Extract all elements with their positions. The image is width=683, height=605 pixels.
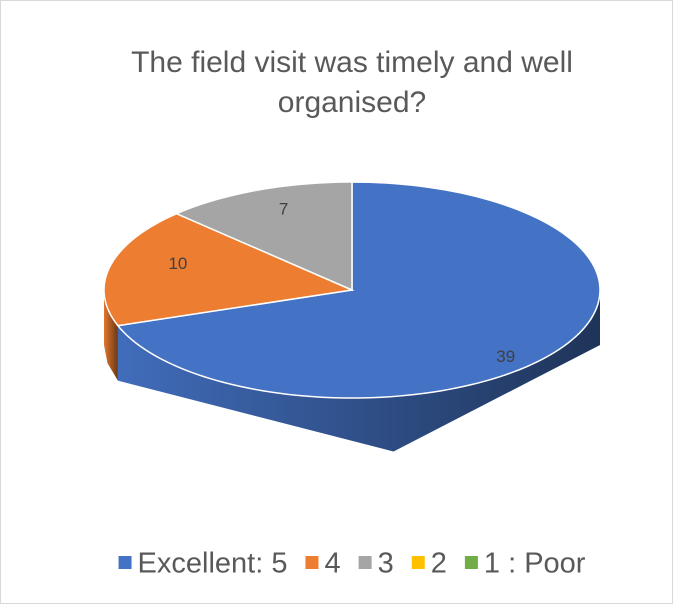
legend-label: 4 <box>324 548 340 580</box>
pie-slice <box>174 181 353 292</box>
data-label: 39 <box>496 347 515 366</box>
legend-label: 2 <box>431 548 447 580</box>
legend: Excellent: 5 4 3 2 1 : Poor <box>118 548 586 580</box>
legend-label: 1 : Poor <box>484 548 586 580</box>
legend-swatch <box>464 556 478 569</box>
legend-swatch <box>118 556 132 569</box>
legend-swatch <box>411 556 425 569</box>
pie-side-shade <box>117 290 601 452</box>
data-label: 10 <box>168 254 187 273</box>
chart-title: The field visit was timely and well organ… <box>131 46 573 119</box>
pie-slice <box>116 181 601 399</box>
pie-slice <box>103 212 355 327</box>
legend-swatch <box>305 556 319 569</box>
legend-label: 3 <box>378 548 394 580</box>
pie-side-shade <box>104 290 118 381</box>
data-label: 7 <box>279 200 288 219</box>
legend-swatch <box>358 556 372 569</box>
legend-label: Excellent: 5 <box>138 548 288 580</box>
